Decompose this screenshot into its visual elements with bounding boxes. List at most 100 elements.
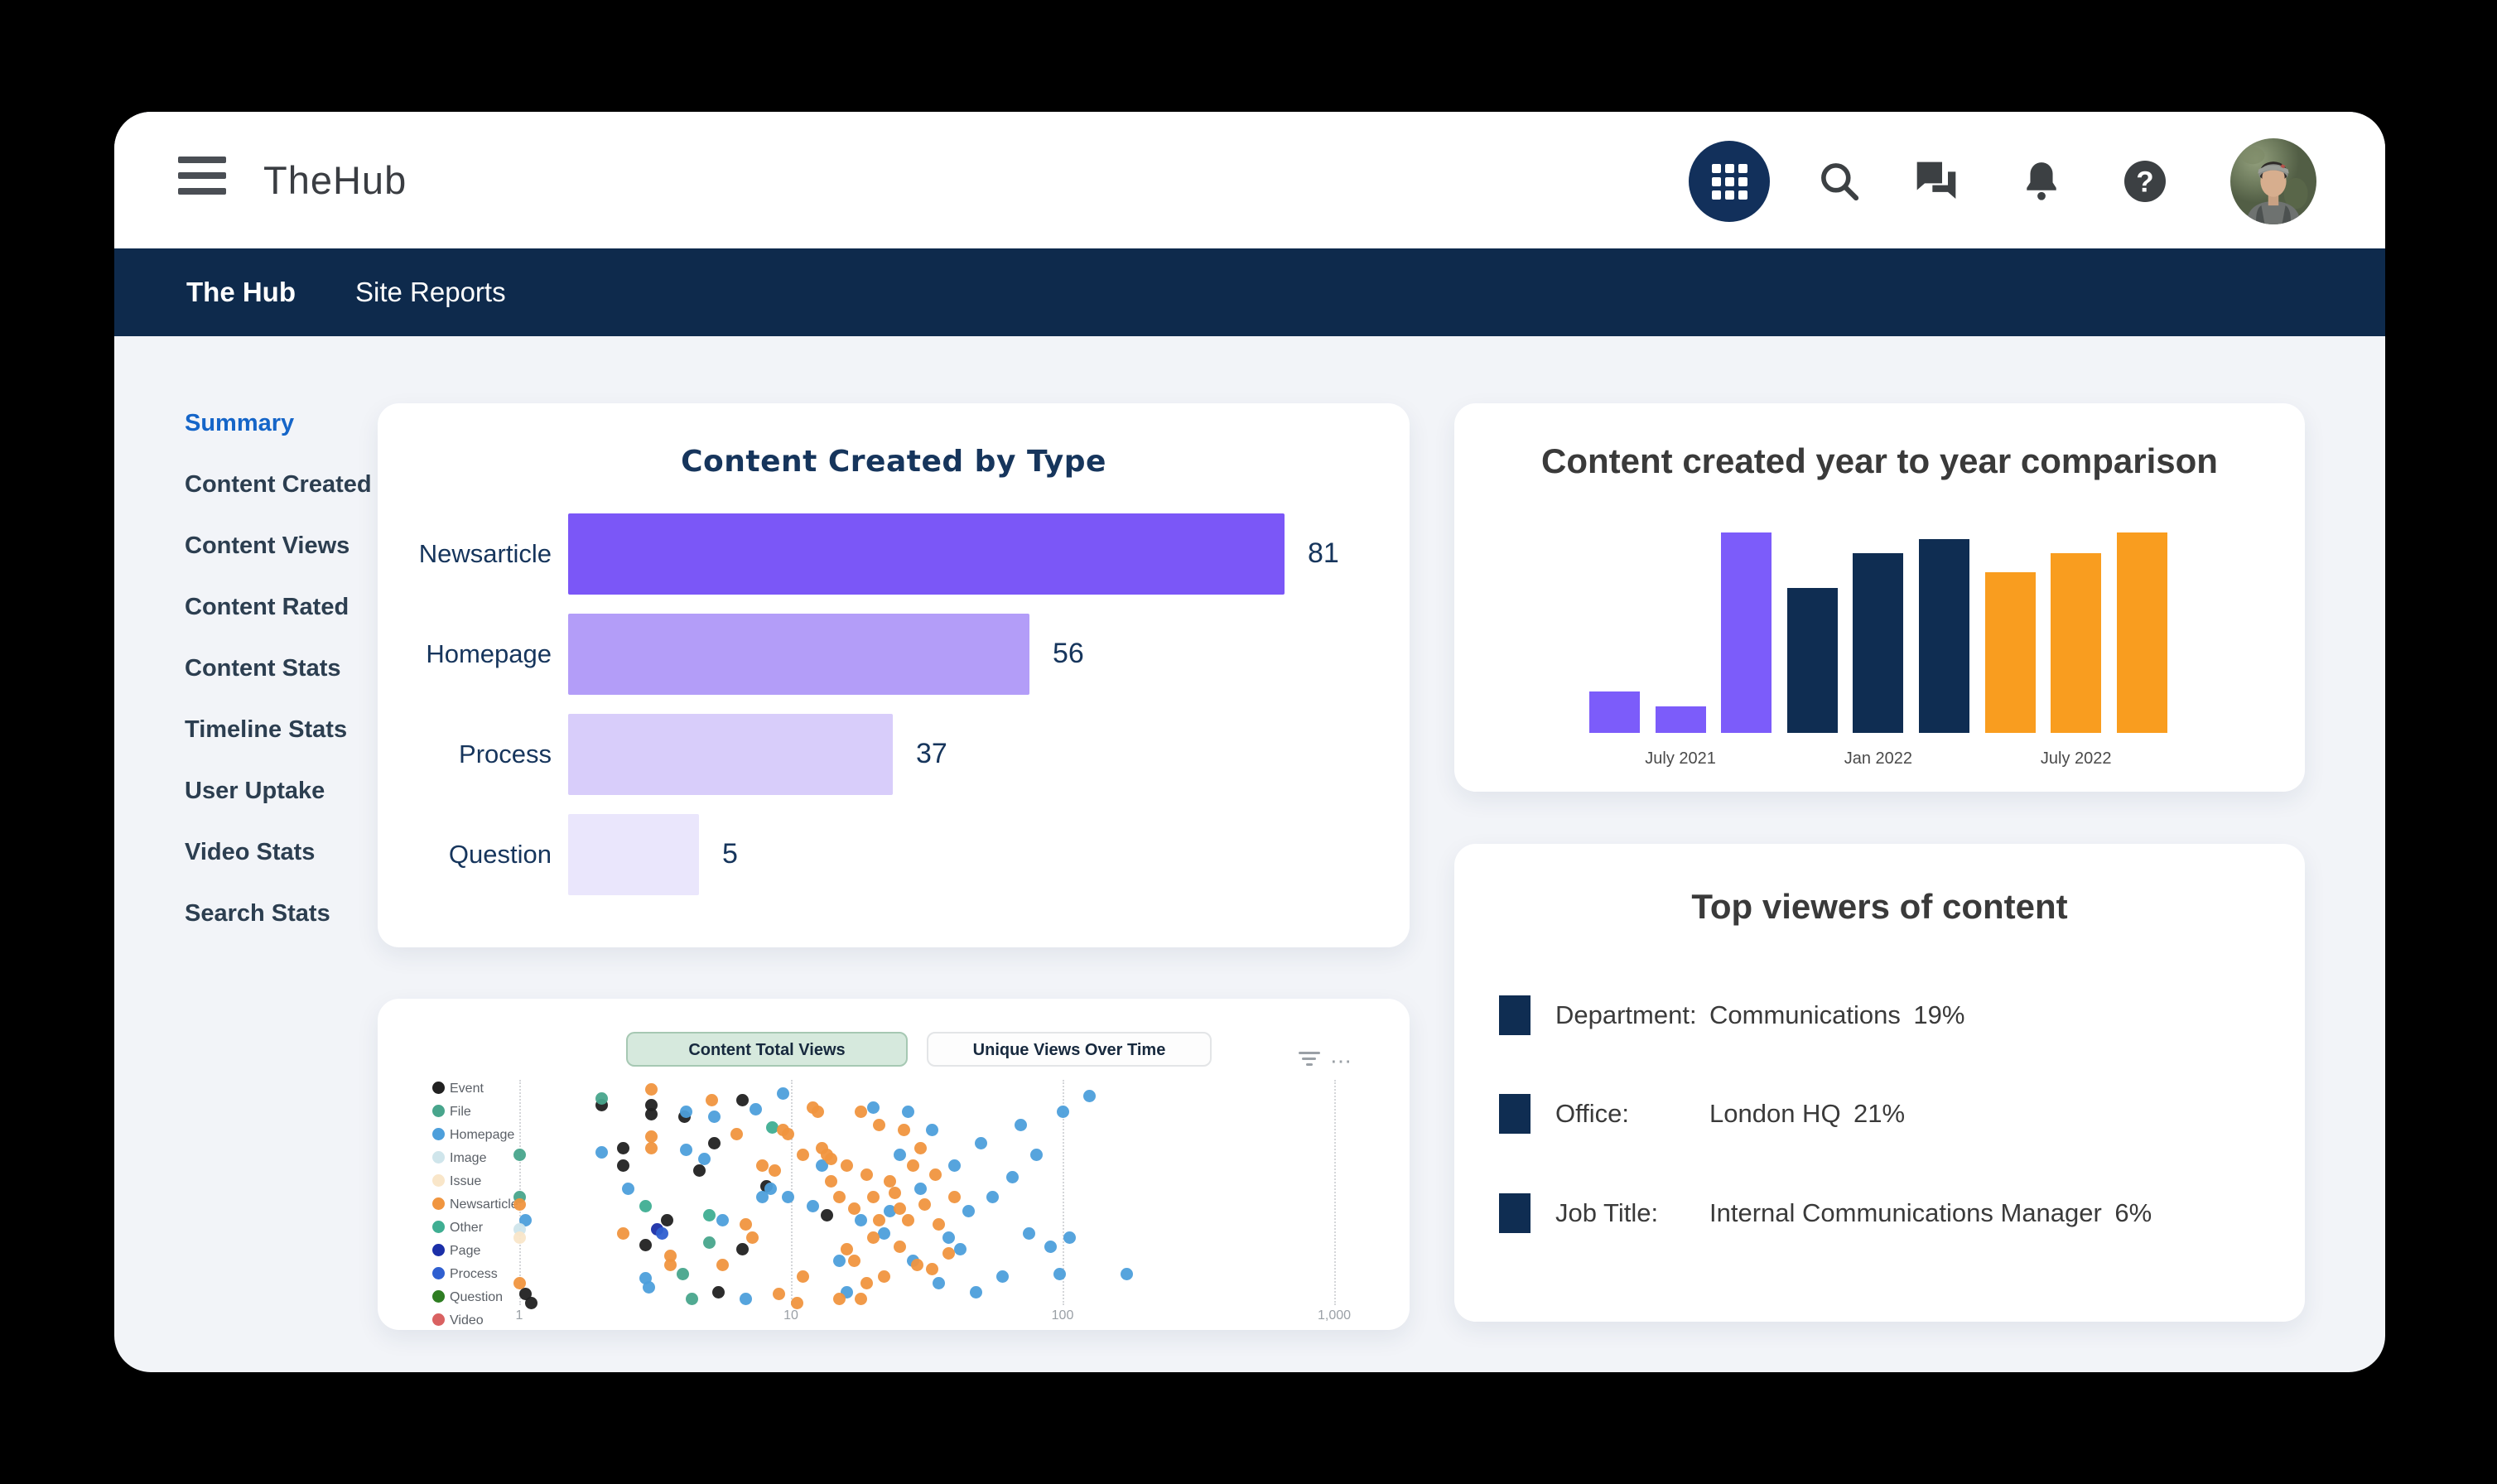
legend-item-issue: Issue: [432, 1174, 481, 1189]
viewer-label: Office:: [1555, 1099, 1630, 1128]
more-options-icon[interactable]: ⋯: [1330, 1048, 1353, 1073]
sidebar-item-summary[interactable]: Summary: [185, 410, 295, 436]
report-sidebar: Summary Content Created Content Views Conte…: [185, 393, 433, 944]
scatter-point-event: [707, 1137, 721, 1150]
scatter-point-event: [616, 1159, 629, 1173]
scatter-point-newsarticle: [796, 1270, 809, 1283]
scatter-point-other: [703, 1209, 716, 1222]
scatter-point-newsarticle: [893, 1241, 906, 1254]
scatter-point-event: [639, 1238, 652, 1251]
sidebar-item-content-stats[interactable]: Content Stats: [185, 655, 341, 682]
scatter-point-newsarticle: [866, 1191, 880, 1204]
scatter-point-newsarticle: [910, 1259, 923, 1272]
user-avatar[interactable]: [2230, 138, 2316, 224]
scatter-point-homepage: [996, 1270, 1010, 1283]
year-bar: [1786, 588, 1838, 733]
year-axis-tick-label: July 2022: [2040, 749, 2112, 768]
scatter-point-newsarticle: [616, 1226, 629, 1240]
legend-item-video: Video: [432, 1313, 484, 1328]
scatter-point-homepage: [926, 1123, 939, 1136]
tab-content-total-views[interactable]: Content Total Views: [626, 1032, 908, 1067]
notifications-button[interactable]: [2000, 140, 2083, 223]
scatter-point-newsarticle: [644, 1141, 658, 1154]
card-title: Content created year to year comparison: [1541, 441, 2218, 480]
legend-item-homepage: Homepage: [432, 1128, 514, 1143]
scatter-point-homepage: [962, 1204, 976, 1217]
scatter-point-newsarticle: [840, 1159, 853, 1173]
scatter-point-homepage: [716, 1213, 730, 1226]
scatter-point-file: [703, 1236, 716, 1249]
scatter-point-newsarticle: [746, 1231, 759, 1245]
nav-item-site-reports[interactable]: Site Reports: [355, 277, 506, 307]
scatter-point-newsarticle: [772, 1288, 785, 1301]
scatter-point-homepage: [986, 1191, 999, 1204]
scatter-point-homepage: [948, 1159, 962, 1173]
viewer-value: Internal Communications Manager 6%: [1709, 1198, 2152, 1227]
scatter-point-newsarticle: [513, 1276, 526, 1289]
scatter-point-newsarticle: [832, 1292, 846, 1305]
nav-item-the-hub[interactable]: The Hub: [186, 277, 296, 307]
svg-text:?: ?: [2136, 166, 2153, 199]
legend-item-process: Process: [432, 1267, 498, 1282]
scatter-point-newsarticle: [644, 1082, 658, 1096]
legend-swatch: [432, 1313, 445, 1326]
sidebar-item-video-stats[interactable]: Video Stats: [185, 839, 316, 865]
scatter-point-other: [639, 1200, 652, 1213]
scatter-point-file: [677, 1267, 690, 1280]
sidebar-item-user-uptake[interactable]: User Uptake: [185, 778, 325, 804]
scatter-point-event: [693, 1164, 706, 1177]
scatter-point-event: [616, 1141, 629, 1154]
scatter-point-event: [735, 1094, 749, 1107]
scatter-point-event: [820, 1209, 833, 1222]
sidebar-item-content-views[interactable]: Content Views: [185, 532, 350, 559]
scatter-point-homepage: [750, 1103, 763, 1116]
sidebar-item-search-stats[interactable]: Search Stats: [185, 900, 330, 927]
scatter-point-newsarticle: [781, 1128, 794, 1141]
top-header: TheHub: [114, 112, 2385, 248]
scatter-point-homepage: [854, 1213, 867, 1226]
hbar-category-label: Homepage: [426, 639, 552, 668]
scatter-point-newsarticle: [706, 1094, 719, 1107]
apps-grid-button[interactable]: [1688, 140, 1771, 223]
scatter-point-newsarticle: [664, 1259, 677, 1272]
scatter-point-newsarticle: [716, 1259, 730, 1272]
scatter-point-homepage: [914, 1182, 928, 1195]
scatter-point-homepage: [1063, 1231, 1077, 1245]
scatter-point-newsarticle: [872, 1119, 885, 1132]
year-bar: [1919, 539, 1969, 733]
sidebar-item-content-rated[interactable]: Content Rated: [185, 594, 349, 620]
scatter-point-newsarticle: [906, 1159, 919, 1173]
scatter-point-newsarticle: [644, 1130, 658, 1143]
scatter-point-newsarticle: [847, 1254, 860, 1267]
scatter-point-newsarticle: [860, 1168, 874, 1182]
legend-swatch: [432, 1290, 445, 1303]
search-button[interactable]: [1798, 140, 1881, 223]
legend-item-page: Page: [432, 1244, 480, 1259]
year-axis-tick-label: Jan 2022: [1844, 749, 1913, 768]
scatter-point-homepage: [883, 1204, 896, 1217]
hamburger-menu-icon[interactable]: [178, 157, 226, 203]
scatter-point-homepage: [893, 1148, 906, 1161]
tab-unique-views-over-time[interactable]: Unique Views Over Time: [927, 1032, 1212, 1067]
scatter-point-newsarticle: [948, 1191, 962, 1204]
legend-swatch: [432, 1105, 445, 1117]
viewer-label: Department:: [1555, 1000, 1697, 1029]
legend-item-event: Event: [432, 1082, 484, 1096]
year-comparison-card: Content created year to year comparison …: [1454, 403, 2305, 792]
hbar-bar-process: [568, 714, 893, 795]
scatter-point-issue: [513, 1231, 526, 1245]
scatter-point-homepage: [764, 1182, 778, 1195]
scatter-point-newsarticle: [866, 1231, 880, 1245]
top-viewers-card: Top viewers of content Department: Commun…: [1454, 844, 2305, 1322]
app-title: TheHub: [263, 158, 407, 202]
scatter-point-homepage: [781, 1191, 794, 1204]
scatter-point-newsarticle: [824, 1175, 837, 1188]
chat-button[interactable]: [1895, 140, 1978, 223]
help-button[interactable]: ?: [2104, 140, 2186, 223]
scatter-point-homepage: [1005, 1170, 1019, 1183]
filter-icon[interactable]: [1299, 1052, 1320, 1069]
scatter-point-newsarticle: [740, 1218, 753, 1231]
sidebar-item-content-created[interactable]: Content Created: [185, 471, 372, 498]
scatter-point-newsarticle: [898, 1123, 911, 1136]
sidebar-item-timeline-stats[interactable]: Timeline Stats: [185, 716, 348, 743]
